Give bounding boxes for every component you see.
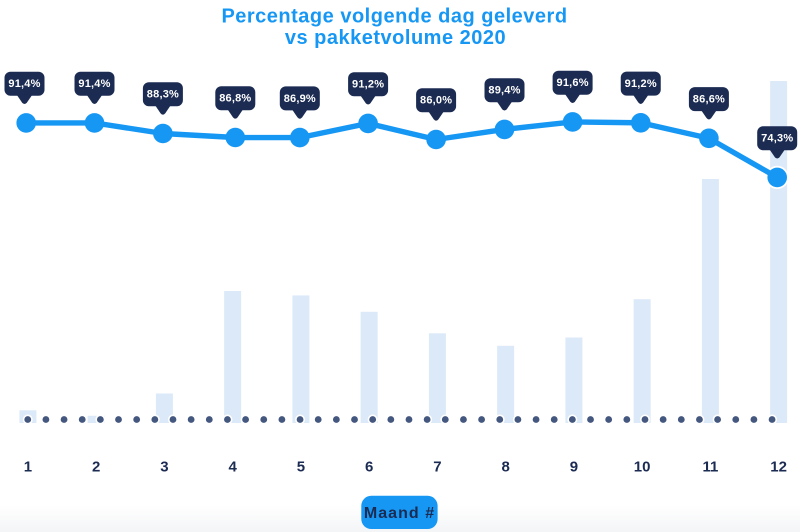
svg-text:2: 2 — [92, 459, 100, 476]
svg-text:91,2%: 91,2% — [625, 78, 657, 90]
svg-text:4: 4 — [228, 459, 237, 476]
svg-text:88,3%: 88,3% — [147, 89, 179, 101]
svg-text:91,4%: 91,4% — [8, 78, 40, 90]
svg-text:89,4%: 89,4% — [488, 85, 520, 97]
svg-text:Percentage volgende dag geleve: Percentage volgende dag geleverd — [221, 5, 567, 27]
svg-text:91,4%: 91,4% — [78, 78, 110, 90]
svg-text:9: 9 — [570, 459, 578, 476]
svg-text:3: 3 — [160, 459, 168, 476]
svg-text:12: 12 — [770, 459, 787, 476]
svg-text:6: 6 — [365, 459, 373, 476]
svg-text:86,8%: 86,8% — [219, 93, 251, 105]
svg-text:86,9%: 86,9% — [284, 93, 316, 105]
svg-text:vs pakketvolume 2020: vs pakketvolume 2020 — [285, 27, 506, 49]
svg-text:7: 7 — [433, 459, 441, 476]
svg-text:8: 8 — [501, 459, 509, 476]
svg-text:10: 10 — [634, 459, 651, 476]
svg-text:5: 5 — [297, 459, 305, 476]
svg-text:1: 1 — [24, 459, 32, 476]
svg-text:Maand #: Maand # — [364, 505, 435, 522]
svg-text:74,3%: 74,3% — [761, 133, 793, 145]
svg-text:86,0%: 86,0% — [420, 95, 452, 107]
svg-text:91,6%: 91,6% — [556, 77, 588, 89]
svg-text:91,2%: 91,2% — [352, 79, 384, 91]
svg-text:11: 11 — [702, 459, 718, 476]
svg-text:86,6%: 86,6% — [693, 94, 725, 106]
